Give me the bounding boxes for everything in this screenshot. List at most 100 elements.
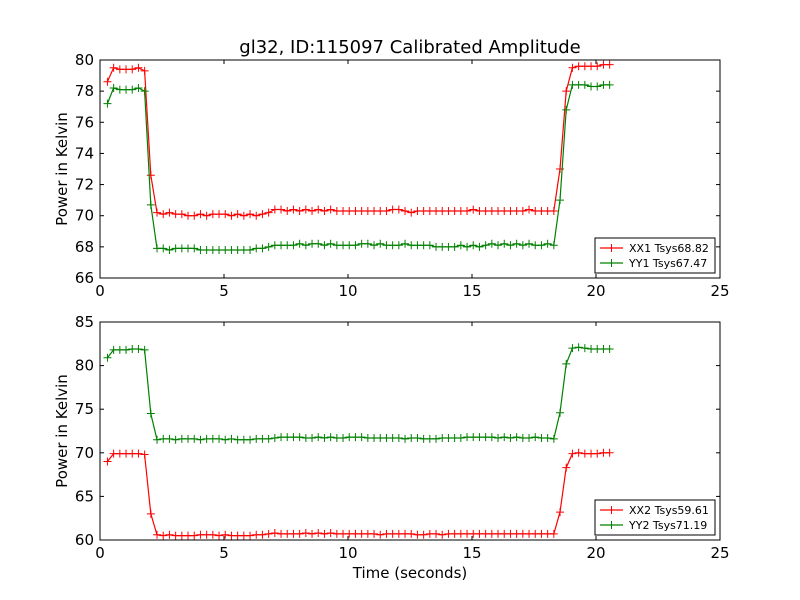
data-point [134,63,143,72]
data-point [246,210,255,219]
y-axis-label: Power in Kelvin [53,112,71,226]
legend: XX2 Tsys59.61 YY2 Tsys71.19 [594,499,716,536]
data-point [394,241,403,250]
data-point [246,435,255,444]
data-point [401,434,410,443]
data-point [146,200,155,209]
data-point [320,529,329,538]
y-tick-label: 68 [75,238,94,256]
data-point [401,239,410,248]
x-tick-label: 10 [338,544,357,562]
data-point [363,239,372,248]
data-point [494,241,503,250]
series-markers-xx1 [103,60,614,220]
data-point [190,434,199,443]
data-point [283,207,292,216]
y-tick-label: 74 [75,144,94,162]
data-point [562,87,571,96]
data-point [227,434,236,443]
data-point [159,244,168,253]
data-point [208,530,217,539]
data-point [301,205,310,214]
y-tick-label: 70 [75,207,94,225]
x-tick-label: 0 [95,282,105,300]
data-point [419,530,428,539]
data-point [425,241,434,250]
data-point [339,433,348,442]
data-point [308,529,317,538]
data-point [146,509,155,518]
x-tick-label: 0 [95,544,105,562]
data-point [432,434,441,443]
data-point [128,65,137,74]
data-point [221,435,230,444]
data-point [370,241,379,250]
data-point [549,434,558,443]
data-point [289,241,298,250]
data-point [301,529,310,538]
data-point [463,207,472,216]
data-point [246,531,255,540]
data-point [525,239,534,248]
data-point [314,529,323,538]
data-point [140,66,149,75]
x-tick-label: 15 [462,544,481,562]
data-point [165,208,174,217]
data-point [370,529,379,538]
data-point [407,529,416,538]
data-point [140,345,149,354]
data-point [580,344,589,353]
data-point [196,435,205,444]
data-point [543,433,552,442]
data-point [246,245,255,254]
chart-title: gl32, ID:115097 Calibrated Amplitude [239,37,580,58]
data-point [376,239,385,248]
data-point [314,433,323,442]
data-point [308,433,317,442]
data-point [326,433,335,442]
legend-marker [607,521,616,529]
y-tick-label: 72 [75,176,94,194]
data-point [376,530,385,539]
series-markers-yy1 [103,80,614,254]
data-point [549,241,558,250]
data-point [134,345,143,354]
data-point [518,207,527,216]
data-point [109,63,118,72]
data-point [475,242,484,251]
data-point [512,239,521,248]
data-point [562,105,571,114]
data-point [506,433,515,442]
x-tick-label: 15 [462,282,481,300]
data-point [221,530,230,539]
data-point [295,433,304,442]
data-point [549,529,558,538]
x-axis-label: Time (seconds) [352,564,468,582]
data-point [487,433,496,442]
data-point [308,207,317,216]
data-point [413,433,422,442]
x-tick-label: 20 [586,282,605,300]
data-point [258,244,267,253]
data-point [401,207,410,216]
x-tick-label: 5 [219,282,229,300]
data-point [580,80,589,89]
data-point [593,62,602,71]
data-point [574,343,583,352]
legend-marker [607,244,616,252]
data-point [568,344,577,353]
data-point [258,210,267,219]
data-point [277,205,286,214]
data-point [605,80,614,89]
data-point [320,241,329,250]
legend-box [594,499,716,536]
data-point [382,207,391,216]
data-point [463,242,472,251]
x-tick-label: 20 [586,544,605,562]
data-point [295,529,304,538]
data-point [239,211,248,220]
series-markers-yy2 [103,343,614,444]
data-point [270,433,279,442]
data-point [122,345,131,354]
data-point [146,171,155,180]
